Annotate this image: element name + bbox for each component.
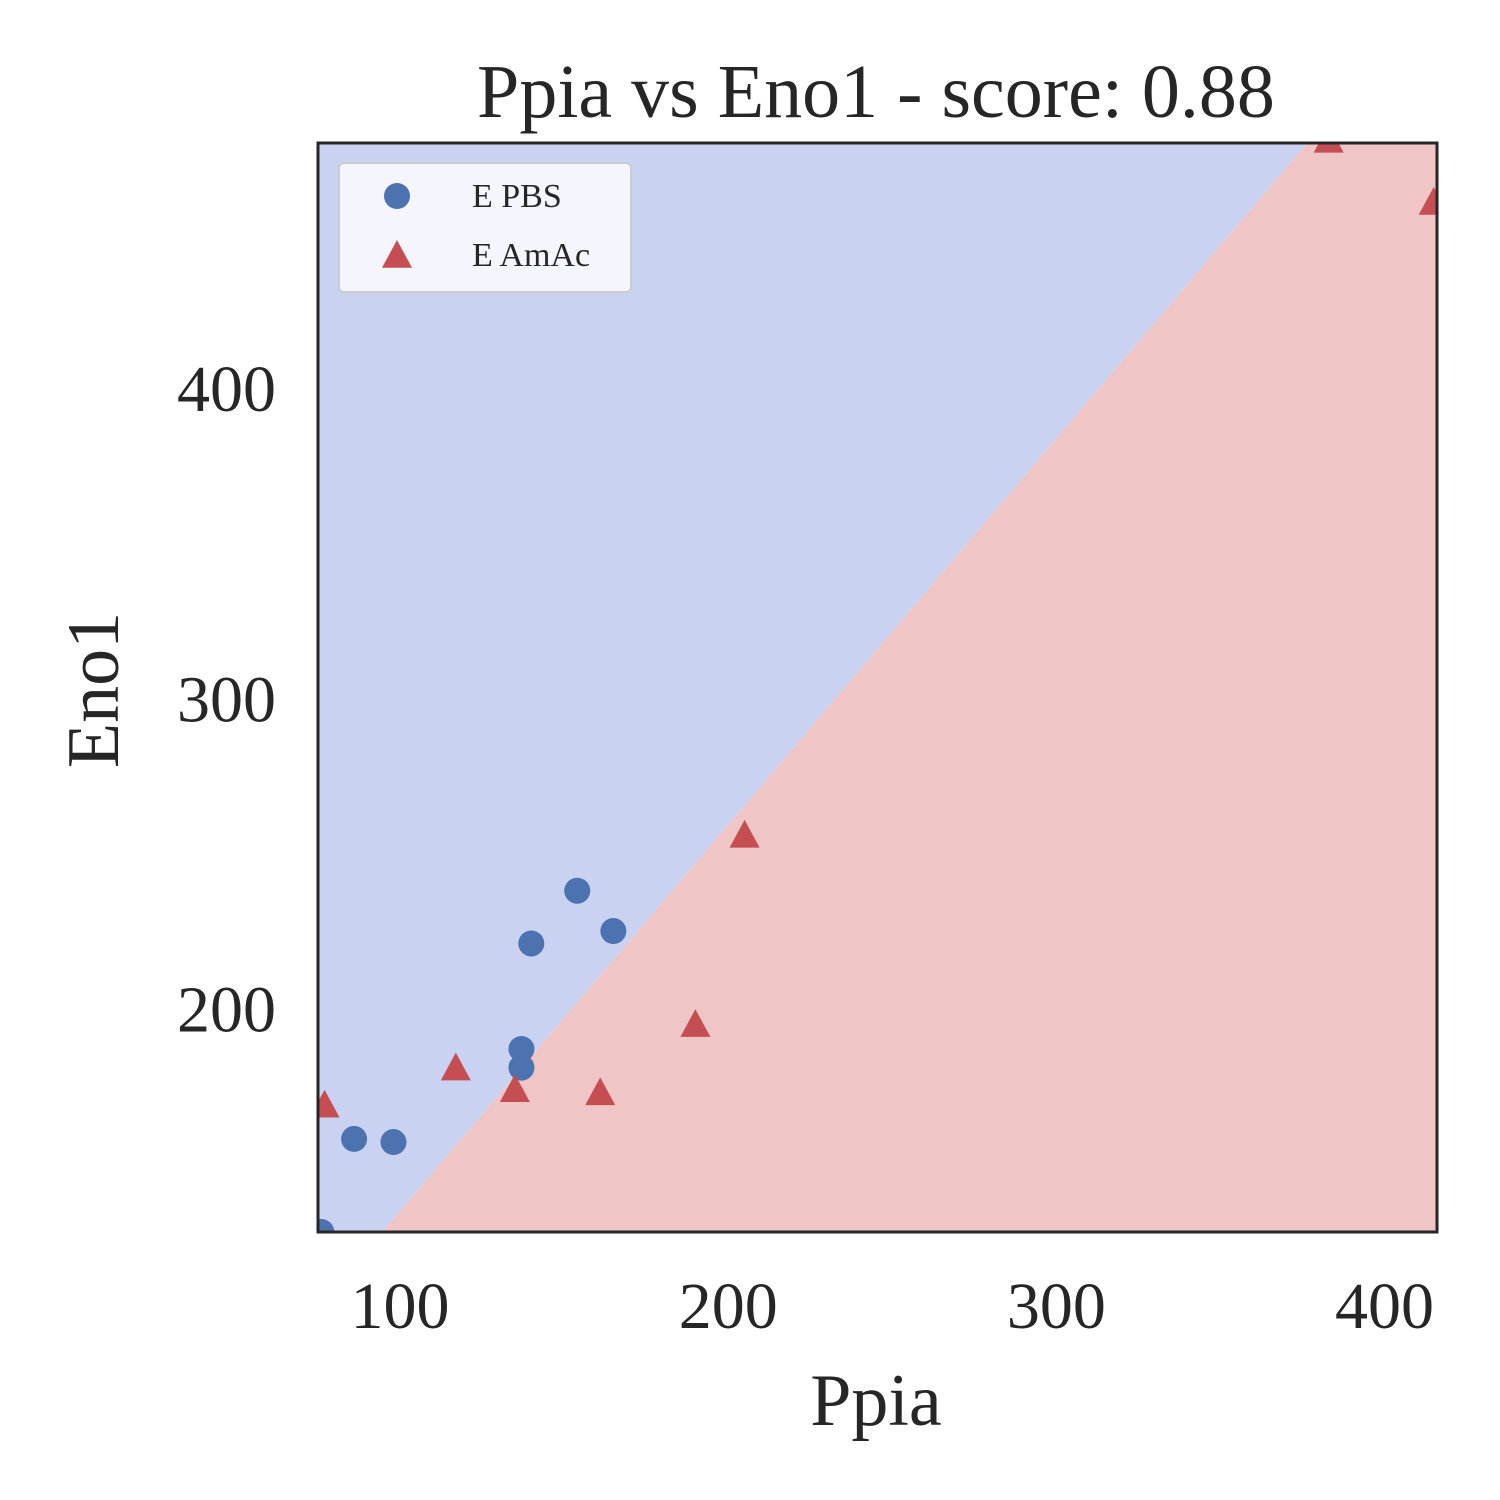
decision-region-e-pbs [318,143,1308,1232]
point-e-pbs [600,918,627,945]
legend-marker-e-amac [382,240,412,268]
point-e-pbs [564,877,591,904]
legend: E PBS E AmAc [338,162,632,293]
point-e-pbs [518,930,545,957]
plot-area [318,143,1437,1232]
scatter-marks [318,143,1437,1232]
point-e-amac [499,1074,530,1103]
legend-label-e-pbs: E PBS [472,178,562,215]
point-e-pbs [341,1125,368,1152]
point-e-amac [318,1089,340,1118]
chart-title: Ppia vs Eno1 - score: 0.88 [477,50,1275,134]
legend-marker-e-pbs [384,183,410,209]
y-tick-label: 400 [177,353,276,426]
y-axis-label: Eno1 [53,612,135,768]
y-tick-label: 300 [177,663,276,736]
plot-frame [316,141,1439,1234]
legend-label-e-amac: E AmAc [472,237,590,274]
x-tick-label: 400 [1335,1270,1434,1343]
point-e-amac [1313,143,1344,153]
point-e-pbs [508,1054,535,1081]
x-tick-label: 100 [351,1270,450,1343]
x-tick-label: 200 [679,1270,778,1343]
point-e-pbs [508,1035,535,1062]
point-e-amac [1418,186,1437,215]
point-e-amac [729,819,760,848]
point-e-pbs [318,1219,335,1232]
point-e-amac [440,1052,471,1081]
x-axis-ticks: 100 200 300 400 [351,1270,1434,1343]
y-axis-ticks: 200 300 400 [177,353,276,1047]
y-tick-label: 200 [177,974,276,1047]
point-e-amac [585,1077,616,1106]
point-e-pbs [380,1129,407,1156]
legend-box [338,162,632,293]
point-e-amac [680,1009,711,1037]
x-tick-label: 300 [1007,1270,1106,1343]
decision-region-e-amac [382,143,1437,1232]
x-axis-label: Ppia [810,1360,942,1442]
